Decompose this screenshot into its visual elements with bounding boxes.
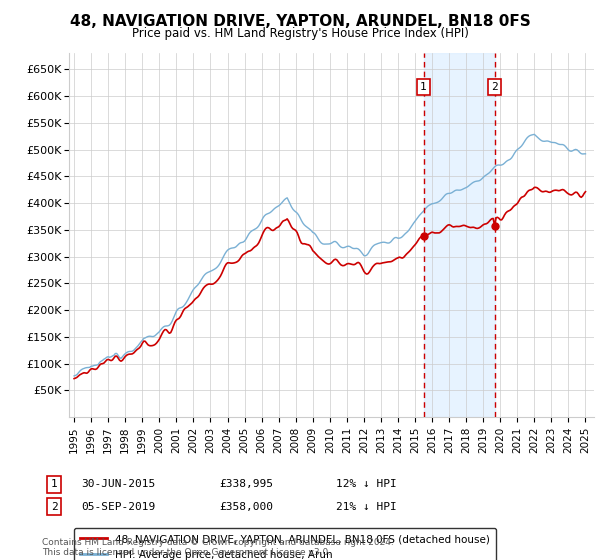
Text: £358,000: £358,000 bbox=[219, 502, 273, 512]
Text: 2: 2 bbox=[50, 502, 58, 512]
Text: 12% ↓ HPI: 12% ↓ HPI bbox=[336, 479, 397, 489]
Bar bbox=[424, 53, 494, 417]
Text: 48, NAVIGATION DRIVE, YAPTON, ARUNDEL, BN18 0FS: 48, NAVIGATION DRIVE, YAPTON, ARUNDEL, B… bbox=[70, 14, 530, 29]
Text: 05-SEP-2019: 05-SEP-2019 bbox=[81, 502, 155, 512]
Text: Price paid vs. HM Land Registry's House Price Index (HPI): Price paid vs. HM Land Registry's House … bbox=[131, 27, 469, 40]
Legend: 48, NAVIGATION DRIVE, YAPTON, ARUNDEL, BN18 0FS (detached house), HPI: Average p: 48, NAVIGATION DRIVE, YAPTON, ARUNDEL, B… bbox=[74, 528, 496, 560]
Text: 1: 1 bbox=[420, 82, 427, 92]
Text: 2: 2 bbox=[491, 82, 498, 92]
Text: 21% ↓ HPI: 21% ↓ HPI bbox=[336, 502, 397, 512]
Text: 1: 1 bbox=[50, 479, 58, 489]
Text: Contains HM Land Registry data © Crown copyright and database right 2024.
This d: Contains HM Land Registry data © Crown c… bbox=[42, 538, 394, 557]
Text: 30-JUN-2015: 30-JUN-2015 bbox=[81, 479, 155, 489]
Text: £338,995: £338,995 bbox=[219, 479, 273, 489]
